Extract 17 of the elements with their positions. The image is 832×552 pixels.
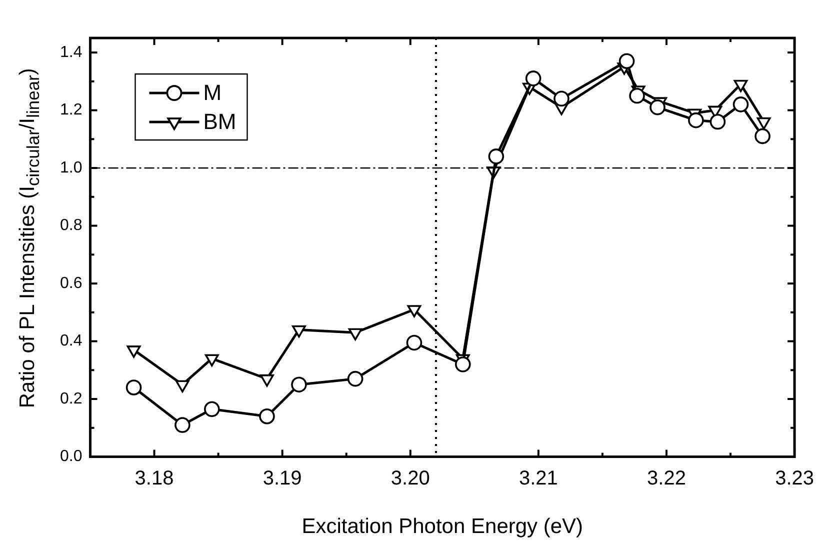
y-tick-label: 0.4 [60, 332, 82, 350]
text: 1.0 [60, 159, 82, 176]
x-tick-label: 3.23 [775, 467, 814, 490]
x-tick-label: 3.19 [262, 467, 302, 490]
x-tick-label: 3.18 [134, 467, 174, 490]
y-tick-label: 1.4 [60, 44, 82, 61]
y-tick-label: 1.2 [60, 102, 82, 119]
y-tick-label: 0.6 [60, 274, 82, 292]
x-tick-label: 3.21 [518, 467, 558, 490]
text: 3.20 [390, 467, 430, 490]
y-tick-label: 0.8 [60, 217, 82, 234]
y-tick-label: 0.2 [60, 390, 82, 408]
text: 0.0 [60, 448, 82, 466]
legend-label: M [203, 80, 222, 106]
legend-label: BM [203, 109, 236, 134]
x-tick-label: 3.22 [647, 467, 686, 490]
x-axis-title: Excitation Photon Energy (eV) [302, 515, 584, 538]
